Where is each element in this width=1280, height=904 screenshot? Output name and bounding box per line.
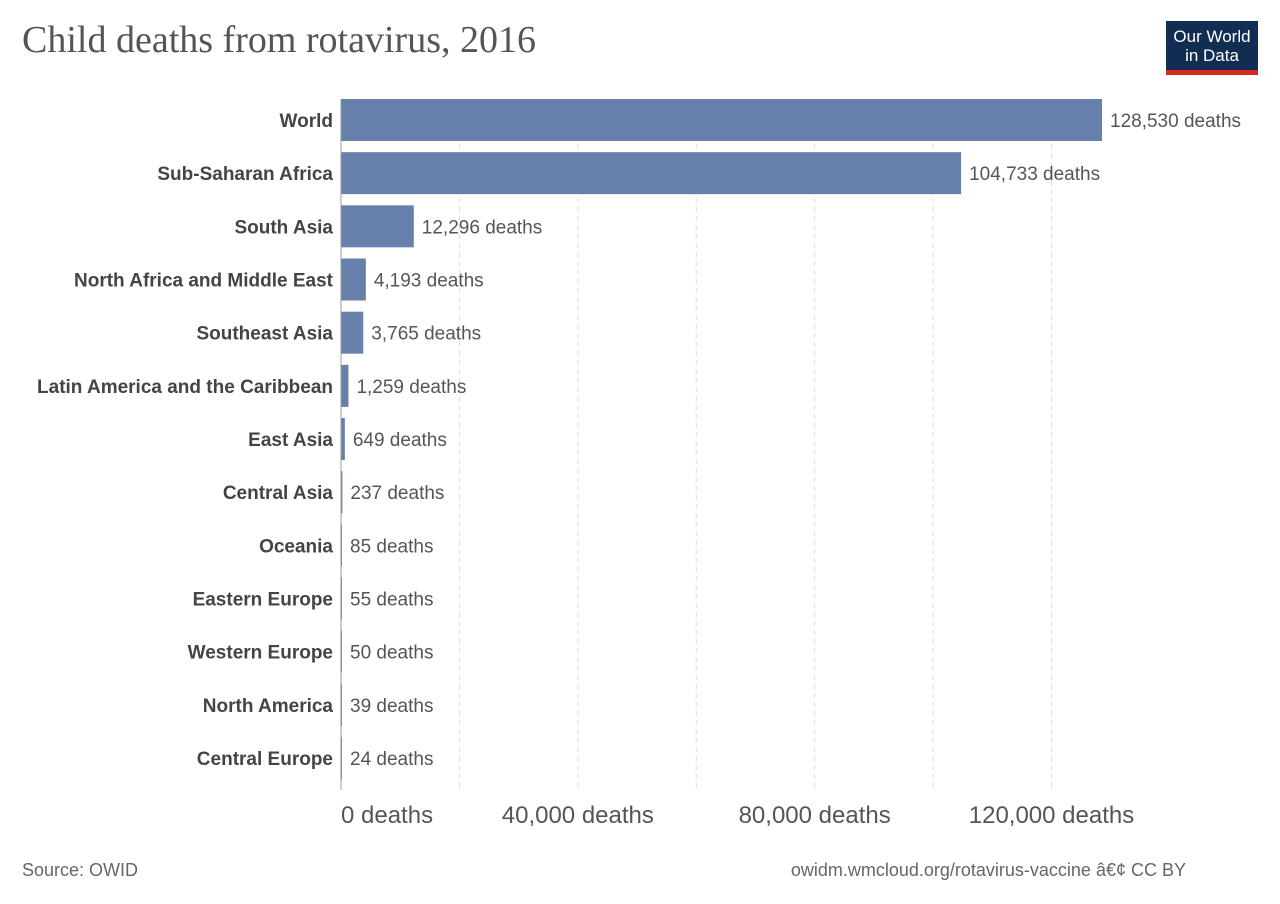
owid-logo[interactable]: Our World in Data <box>1166 21 1258 75</box>
category-label-9: Eastern Europe <box>193 590 333 611</box>
x-axis: 0 deaths 40,000 deaths 80,000 deaths 120,00… <box>340 99 1134 829</box>
value-label-10: 50 deaths <box>350 643 433 664</box>
category-label-4: Southeast Asia <box>196 324 333 345</box>
category-label-8: Oceania <box>259 536 333 557</box>
x-tick-label-1: 40,000 deaths <box>502 802 654 829</box>
category-label-12: Central Europe <box>197 749 333 770</box>
value-label-3: 4,193 deaths <box>374 271 484 292</box>
gridlines <box>458 99 1052 790</box>
logo-line-1: Our World <box>1173 27 1251 46</box>
bar-1 <box>341 152 962 195</box>
category-label-11: North America <box>203 696 334 717</box>
value-label-2: 12,296 deaths <box>422 217 542 238</box>
category-label-0: World <box>280 111 333 132</box>
value-label-5: 1,259 deaths <box>356 377 466 398</box>
x-tick-label-3: 120,000 deaths <box>969 802 1134 829</box>
bar-4 <box>341 311 364 354</box>
x-tick-label-0: 0 deaths <box>341 802 433 829</box>
value-label-12: 24 deaths <box>350 749 433 770</box>
bars <box>341 99 1102 780</box>
category-label-10: Western Europe <box>188 643 333 664</box>
labels: World 128,530 deaths Sub-Saharan Africa 104… <box>37 111 1241 770</box>
license-link[interactable]: owidm.wmcloud.org/rotavirus-vaccine â€¢ … <box>790 860 1186 880</box>
chart-title: Child deaths from rotavirus, 2016 <box>22 19 536 61</box>
category-label-7: Central Asia <box>223 483 334 504</box>
category-label-6: East Asia <box>248 430 333 451</box>
bar-3 <box>341 258 366 301</box>
bar-2 <box>341 205 414 248</box>
x-tick-label-2: 80,000 deaths <box>739 802 891 829</box>
bar-7 <box>341 471 343 514</box>
category-label-2: South Asia <box>234 217 333 238</box>
bar-0 <box>341 99 1102 141</box>
source-note[interactable]: Source: OWID <box>22 860 139 880</box>
value-label-6: 649 deaths <box>353 430 447 451</box>
value-label-4: 3,765 deaths <box>371 324 481 345</box>
bar-5 <box>341 364 349 407</box>
category-label-5: Latin America and the Caribbean <box>37 377 333 398</box>
category-label-3: North Africa and Middle East <box>74 271 334 292</box>
value-label-11: 39 deaths <box>350 696 433 717</box>
logo-line-2: in Data <box>1185 46 1239 65</box>
value-label-1: 104,733 deaths <box>969 164 1100 185</box>
category-label-1: Sub-Saharan Africa <box>157 164 333 185</box>
bar-6 <box>341 418 345 461</box>
value-label-9: 55 deaths <box>350 590 433 611</box>
value-label-8: 85 deaths <box>350 536 433 557</box>
value-label-7: 237 deaths <box>350 483 444 504</box>
value-label-0: 128,530 deaths <box>1110 111 1241 132</box>
